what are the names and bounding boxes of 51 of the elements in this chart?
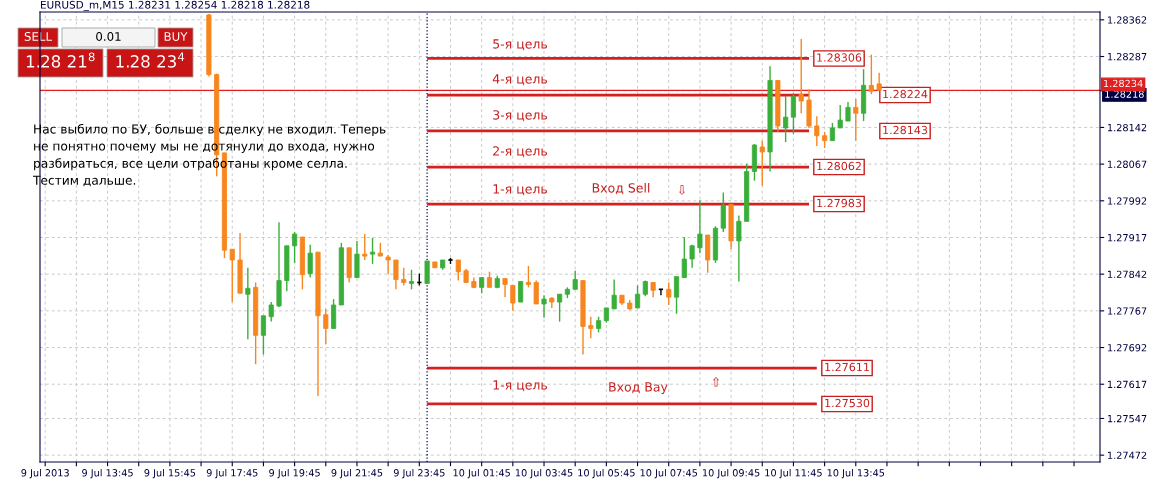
annotation: 1.27530: [825, 398, 870, 408]
y-tick-label: 1.27547: [1108, 414, 1147, 423]
y-tick-label: 1.27617: [1108, 380, 1147, 389]
x-tick-label: 10 Jul 01:45: [453, 468, 510, 479]
x-tick-label: 10 Jul 11:45: [765, 468, 822, 479]
x-tick-label: 9 Jul 21:45: [331, 468, 383, 479]
x-tick-label: 10 Jul 07:45: [640, 468, 698, 479]
x-tick-label: 9 Jul 13:45: [82, 468, 133, 479]
annotation: ⇧: [712, 377, 720, 387]
x-tick-label: 9 Jul 19:45: [269, 468, 320, 479]
annotation: 1.28062: [817, 161, 861, 171]
annotation: 1.28 21$^{8}$: [26, 52, 95, 68]
ref-line-label: 1.28218: [1105, 90, 1144, 98]
annotation: 1.28306: [817, 53, 862, 62]
annotation: 5-я цель: [493, 39, 548, 51]
text: 1.28234: [1104, 79, 1143, 88]
annotation: ⇩: [678, 185, 686, 195]
annotation: Вход Sell: [592, 182, 650, 195]
annotation: 1-я цель: [493, 380, 548, 392]
y-tick-label: 1.28067: [1108, 160, 1147, 168]
x-tick-label: 10 Jul 03:45: [515, 468, 573, 479]
y-tick-label: 1.28362: [1108, 16, 1147, 24]
annotation: 1.27611: [825, 362, 869, 372]
x-tick-label: 9 Jul 17:45: [206, 468, 258, 479]
y-tick-label: 1.27842: [1108, 270, 1147, 279]
annotation: 4-я цель: [492, 74, 548, 86]
annotation: BUY: [164, 32, 188, 41]
annotation: 1.28224: [883, 89, 928, 99]
x-tick-label: 9 Jul 15:45: [144, 468, 196, 479]
annotation: Вход Bay: [609, 382, 668, 395]
annotation: 1.28143: [883, 125, 928, 135]
x-tick-label: 10 Jul 05:45: [578, 468, 635, 479]
y-tick-label: 1.28287: [1108, 52, 1147, 61]
annotation: 1-я цель: [493, 184, 548, 196]
y-tick-label: 1.27767: [1108, 307, 1147, 315]
x-tick-label: 9 Jul 23:45: [393, 468, 445, 479]
annotation: 2-я цель: [493, 146, 548, 158]
x-tick-label: 10 Jul 09:45: [703, 468, 760, 479]
x-tick-label: 10 Jul 13:45: [827, 468, 885, 479]
annotation: 1.27983: [817, 198, 862, 208]
y-tick-label: 1.27692: [1108, 344, 1147, 352]
annotation: 0.01: [96, 32, 121, 41]
y-tick-label: 1.28142: [1108, 123, 1147, 132]
y-tick-label: 1.27472: [1108, 451, 1147, 459]
y-tick-label: 1.27992: [1108, 197, 1147, 205]
annotation: 3-я цель: [493, 110, 548, 122]
annotation: SELL: [24, 32, 52, 41]
y-tick-label: 1.27917: [1108, 233, 1147, 242]
x-tick-label: 9 Jul 2013: [21, 468, 69, 479]
annotation: 1.28 23$^{4}$: [116, 52, 185, 68]
chart-title: EURUSD_m,M15 1.28231 1.28254 1.28218 1.28218: [41, 0, 310, 11]
